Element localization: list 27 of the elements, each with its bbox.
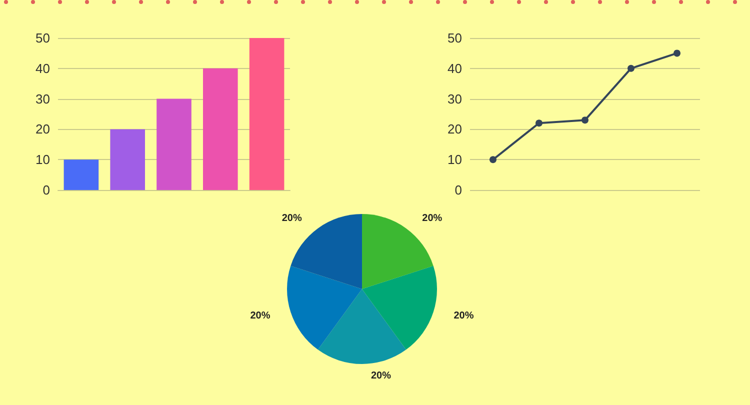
y-tick-label: 50 [36, 30, 50, 46]
y-tick-label: 20 [448, 122, 462, 137]
bar [110, 129, 145, 190]
data-label: 20% [454, 310, 474, 322]
bar [156, 98, 192, 190]
data-label: 20% [422, 213, 442, 224]
y-tick-label: 30 [36, 91, 50, 106]
point [674, 50, 680, 57]
data-label: 20% [282, 213, 302, 224]
point [628, 64, 634, 72]
y-tick-label: 40 [448, 60, 462, 76]
bar [64, 160, 99, 190]
point [582, 116, 588, 124]
y-tick-label: 0 [42, 182, 50, 198]
y-tick-label: 30 [448, 91, 462, 106]
point [536, 120, 542, 127]
y-tick-label: 10 [36, 152, 50, 168]
y-tick-label: 10 [448, 152, 462, 168]
y-tick-label: 0 [454, 182, 462, 198]
point [490, 156, 496, 164]
data-label: 20% [371, 370, 392, 382]
data-label: 20% [250, 310, 270, 322]
bar [249, 38, 284, 190]
y-tick-label: 20 [36, 122, 50, 137]
y-tick-label: 50 [448, 30, 462, 46]
y-tick-label: 40 [36, 60, 50, 76]
bar [203, 68, 238, 190]
